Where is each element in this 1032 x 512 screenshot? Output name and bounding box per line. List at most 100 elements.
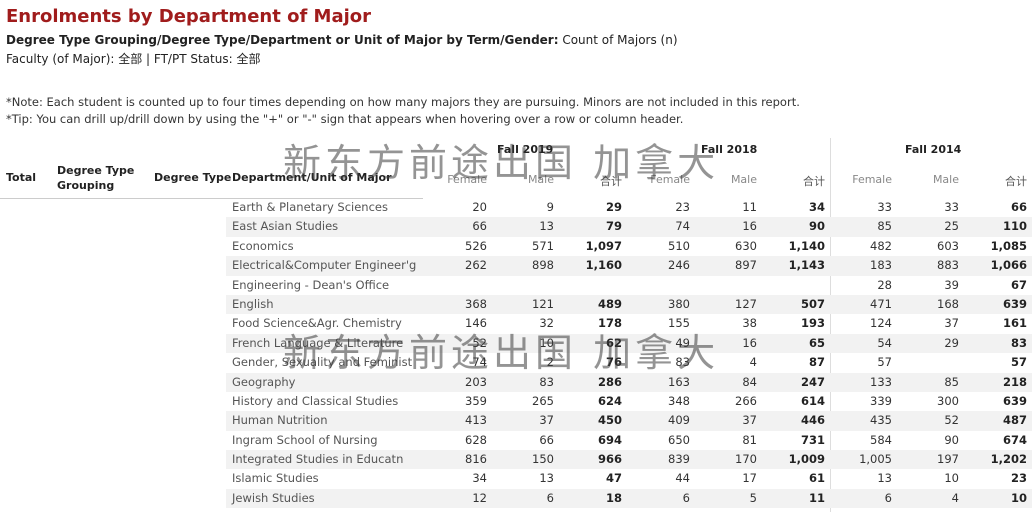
cell-female: 246 [668,258,690,273]
cell-female: 413 [465,413,487,428]
cell-male: 11 [742,200,757,214]
cell-total: 639 [1002,296,1027,311]
table-row[interactable]: History and Classical Studies 359 265 624 34… [226,392,1032,411]
department-name: Ingram School of Nursing [232,432,378,447]
cell-total: 161 [1002,316,1027,331]
subtitle-bold: Degree Type Grouping/Degree Type/Departm… [6,33,559,47]
cell-total: 694 [597,432,622,447]
table-row[interactable]: Islamic Studies 34 13 47 44 17 61 13 10 23 [226,469,1032,488]
cell-total: 286 [597,374,622,389]
cell-total: 83 [1010,335,1027,350]
table-row[interactable]: Food Science&Agr. Chemistry 146 32 178 155 38… [226,314,1032,333]
cell-total: 674 [1002,432,1027,447]
cell-male: 29 [944,335,959,350]
header-total[interactable]: Total [6,171,37,184]
cell-male: 39 [944,277,959,292]
table-row[interactable]: English 368 121 489 380 127 507 471 168 639 [226,294,1032,315]
cell-male: 32 [539,316,554,331]
cell-female: 23 [675,200,690,214]
cell-female: 348 [668,393,690,408]
cell-female: 183 [870,258,892,273]
cell-male: 33 [944,200,959,214]
subheader-male[interactable]: Male [932,173,959,186]
cell-female: 163 [668,374,690,389]
note-text: *Note: Each student is counted up to fou… [6,95,800,109]
cell-male: 81 [742,432,757,447]
cell-female: 13 [877,471,892,486]
subheader-total[interactable]: 合计 [1005,175,1027,188]
cell-total: 966 [597,452,622,467]
department-name: History and Classical Studies [232,393,399,408]
cell-male: 170 [735,452,757,467]
table-row[interactable]: Engineering - Dean's Office 28 39 67 [226,276,1032,295]
cell-female: 49 [675,335,690,350]
header-term-fall-2018[interactable]: Fall 2018 [701,143,758,156]
cell-female: 34 [472,471,487,486]
table-row[interactable]: Earth & Planetary Sciences 20 9 29 23 11 34 33 3… [226,198,1032,217]
cell-male: 4 [749,355,757,370]
table-row[interactable]: Geography 203 83 286 163 84 247 133 85 218 [226,372,1032,392]
cell-male: 300 [937,393,959,408]
cell-male: 265 [532,393,554,408]
cell-female: 526 [465,238,487,253]
cell-total: 76 [605,355,622,370]
table-row[interactable]: Economics 526 571 1,097 510 630 1,140 482 603 1,0… [226,237,1032,256]
table-row[interactable]: Ingram School of Nursing 628 66 694 650 81 731… [226,431,1032,450]
subtitle-measure: Count of Majors (n) [558,33,678,47]
subheader-female[interactable]: Female [852,173,892,186]
table-row[interactable]: Human Nutrition 413 37 450 409 37 446 435 52 487 [226,411,1032,431]
cell-total: 47 [605,471,622,486]
subheader-total[interactable]: 合计 [803,175,825,188]
cell-female: 435 [870,413,892,428]
header-degree-type[interactable]: Degree Type [154,171,232,184]
department-name: Jewish Studies [232,490,315,505]
cell-female: 816 [465,452,487,467]
department-name: Economics [232,238,294,253]
cell-female: 482 [870,238,892,253]
cell-male: 83 [539,374,554,389]
table-row[interactable]: Jewish Studies 12 6 18 6 5 11 6 4 10 [226,488,1032,509]
subheader-female[interactable]: Female [447,173,487,186]
header-degree-type-grouping[interactable]: Degree Type Grouping [57,164,135,192]
cell-total: 178 [597,316,622,331]
cell-male: 603 [937,238,959,253]
cell-female: 146 [465,316,487,331]
cell-total: 247 [800,374,825,389]
cell-male: 38 [742,316,757,331]
cell-male: 121 [532,296,554,311]
cell-female: 85 [877,219,892,234]
cell-total: 11 [808,490,825,505]
report-title: Enrolments by Department of Major [6,6,372,27]
table-row[interactable]: Electrical&Computer Engineer'g 262 898 1,16… [226,256,1032,276]
cell-female: 262 [465,258,487,273]
cell-male: 90 [944,432,959,447]
subheader-total[interactable]: 合计 [600,175,622,188]
cell-total: 639 [1002,393,1027,408]
cell-female: 409 [668,413,690,428]
table-row[interactable]: French Language & Literature 52 10 62 49 16 65… [226,333,1032,354]
subheader-female[interactable]: Female [650,173,690,186]
cell-total: 218 [1002,374,1027,389]
cell-male: 4 [951,490,959,505]
cell-male: 9 [546,200,554,214]
cell-male: 168 [937,296,959,311]
cell-total: 1,202 [990,452,1027,467]
table-row[interactable]: East Asian Studies 66 13 79 74 16 90 85 25 110 [226,217,1032,237]
subheader-male[interactable]: Male [527,173,554,186]
cell-total: 487 [1002,413,1027,428]
table-row[interactable]: Integrated Studies in Educatn 816 150 966 83… [226,450,1032,470]
cell-total: 57 [1010,355,1027,370]
header-term-fall-2014[interactable]: Fall 2014 [905,143,962,156]
subheader-male[interactable]: Male [730,173,757,186]
table-row[interactable]: Gender, Sexuality and Feminist 74 2 76 83 4 87… [226,353,1032,372]
department-name: French Language & Literature [232,335,404,350]
cell-male: 197 [937,452,959,467]
cell-female: 124 [870,316,892,331]
cell-total: 1,085 [990,238,1027,253]
cell-total: 1,140 [788,238,825,253]
cell-female: 57 [877,355,892,370]
header-term-fall-2019[interactable]: Fall 2019 [497,143,554,156]
cell-total: 66 [1010,200,1027,214]
header-department[interactable]: Department/Unit of Major [232,171,392,184]
cell-total: 731 [800,432,825,447]
